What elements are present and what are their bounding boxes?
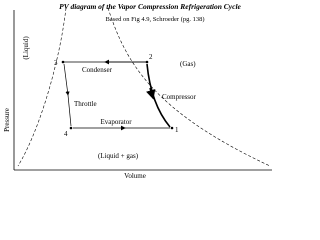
mixed-label: (Liquid + gas): [98, 152, 139, 160]
vapor-curve: [107, 7, 271, 167]
point-label: 4: [64, 130, 68, 138]
title: PV diagram of the Vapor Compression Refr…: [59, 2, 241, 11]
liquid-curve: [17, 7, 67, 167]
throttle-arrow: [63, 63, 70, 96]
liquid-label: (Liquid): [22, 36, 30, 60]
point-marker: [69, 126, 73, 130]
evaporator-label: Evaporator: [100, 118, 132, 126]
condenser-label: Condenser: [82, 66, 113, 74]
throttle-label: Throttle: [74, 100, 97, 108]
compressor-curve: [146, 63, 171, 128]
gas-label: (Gas): [180, 60, 196, 68]
subtitle: Based on Fig 4.9, Schroeder (pg. 138): [105, 16, 204, 23]
diagram: PV diagram of the Vapor Compression Refr…: [3, 2, 272, 180]
point-marker: [61, 60, 65, 64]
compressor-label: Compressor: [162, 93, 197, 101]
y-label: Pressure: [3, 108, 11, 132]
point-marker: [145, 60, 149, 64]
throttle-line: [67, 94, 72, 127]
point-label: 1: [175, 126, 179, 134]
point-label: 3: [54, 59, 58, 67]
compressor-arrow: [146, 87, 156, 100]
point-label: 2: [149, 53, 153, 61]
point-marker: [170, 126, 174, 130]
x-label: Volume: [124, 172, 146, 180]
